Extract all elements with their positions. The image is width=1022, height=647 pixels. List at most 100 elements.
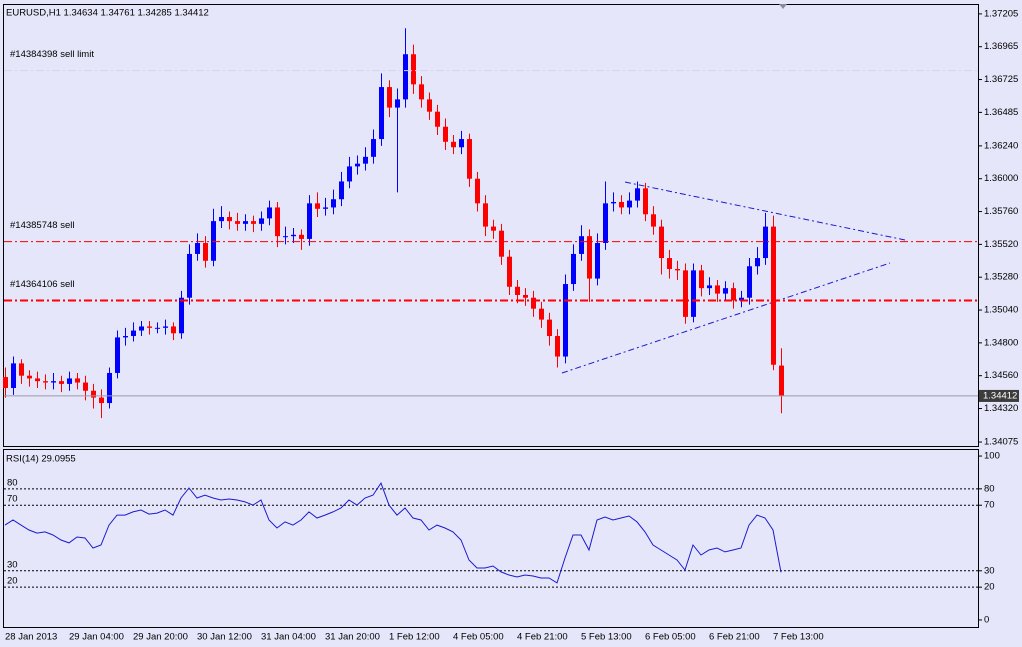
y-tick-label: 1.35280 (984, 272, 1018, 283)
candle-body (331, 199, 336, 208)
trend-line (561, 262, 891, 374)
candle-body (715, 285, 720, 294)
current-price-label: 1.34412 (983, 390, 1017, 401)
candle-body (211, 221, 216, 261)
y-tick-label: 1.34320 (984, 403, 1018, 414)
x-tick-label: 29 Jan 04:00 (69, 632, 124, 643)
level-label: 80 (7, 477, 18, 488)
x-tick-label: 7 Feb 13:00 (773, 632, 824, 643)
candle-body (555, 336, 560, 357)
candle-body (427, 99, 432, 112)
candle-body (275, 207, 280, 237)
level-label: 30 (7, 559, 18, 570)
candle-body (187, 253, 192, 298)
candle-body (763, 226, 768, 259)
candle-body (523, 294, 528, 298)
candle-body (771, 226, 776, 365)
candle-body (779, 365, 784, 396)
candle-body (499, 230, 504, 257)
candle-body (683, 270, 688, 317)
candle-body (723, 288, 728, 294)
x-tick-label: 28 Jan 2013 (5, 632, 57, 643)
y-tick-label: 1.35520 (984, 239, 1018, 250)
x-tick-label: 6 Feb 21:00 (709, 632, 760, 643)
candle-body (75, 378, 80, 383)
candle-body (219, 217, 224, 222)
candle-body (411, 54, 416, 85)
y-tick-label: 0 (984, 614, 989, 625)
x-tick-label: 4 Feb 05:00 (453, 632, 504, 643)
candle-body (707, 285, 712, 289)
candle-body (443, 126, 448, 142)
candle-body (579, 236, 584, 254)
candle-body (267, 207, 272, 219)
y-tick-label: 1.34800 (984, 337, 1018, 348)
candle-body (3, 377, 8, 389)
candle-body (483, 203, 488, 227)
y-tick-label: 30 (984, 565, 995, 576)
candle-body (59, 381, 64, 384)
candle-body (611, 201, 616, 204)
candle-body (99, 397, 104, 404)
order-label: #14364106 sell (10, 279, 74, 290)
candle-body (451, 141, 456, 148)
shift-marker (779, 4, 787, 9)
candle-body (539, 308, 544, 320)
y-tick-label: 100 (984, 451, 1000, 462)
candle-body (659, 226, 664, 259)
candle-body (11, 363, 16, 389)
x-tick-label: 5 Feb 13:00 (581, 632, 632, 643)
candle-body (83, 382, 88, 391)
candle-body (371, 139, 376, 157)
candle-body (691, 270, 696, 317)
y-tick-label: 1.37205 (984, 8, 1018, 19)
trend-line (624, 181, 906, 241)
candle-body (571, 253, 576, 285)
candle-body (155, 327, 160, 329)
candle-body (131, 330, 136, 337)
candle-body (395, 99, 400, 108)
candle-body (587, 236, 592, 279)
candle-body (467, 139, 472, 179)
x-tick-label: 1 Feb 12:00 (389, 632, 440, 643)
candle-body (547, 319, 552, 337)
candle-body (475, 178, 480, 204)
candle-body (507, 256, 512, 287)
candle-body (251, 221, 256, 224)
candle-body (739, 297, 744, 301)
candle-body (171, 326, 176, 334)
candle-body (459, 139, 464, 148)
candle-body (235, 221, 240, 224)
y-tick-label: 1.36725 (984, 74, 1018, 85)
level-label: 20 (7, 576, 18, 587)
candle-body (755, 258, 760, 267)
candle-body (379, 87, 384, 140)
chart-title: EURUSD,H1 1.34634 1.34761 1.34285 1.3441… (6, 8, 209, 19)
y-tick-label: 20 (984, 582, 995, 593)
y-tick-label: 70 (984, 500, 995, 511)
candle-body (355, 163, 360, 167)
candle-body (19, 363, 24, 376)
candle-body (419, 84, 424, 100)
y-tick-label: 1.36485 (984, 107, 1018, 118)
y-tick-label: 1.35040 (984, 305, 1018, 316)
candle-body (595, 243, 600, 279)
price-panel (3, 4, 979, 447)
candle-body (107, 372, 112, 404)
y-tick-label: 1.35760 (984, 206, 1018, 217)
candle-body (91, 390, 96, 398)
candle-body (51, 381, 56, 383)
candle-body (323, 207, 328, 209)
candle-body (643, 188, 648, 215)
candle-body (515, 286, 520, 295)
candle-body (147, 326, 152, 328)
candle-body (243, 221, 248, 224)
candle-body (347, 166, 352, 182)
candle-body (227, 217, 232, 222)
candle-body (195, 243, 200, 254)
candle-body (635, 188, 640, 201)
candle-body (27, 375, 32, 379)
candle-body (363, 156, 368, 164)
